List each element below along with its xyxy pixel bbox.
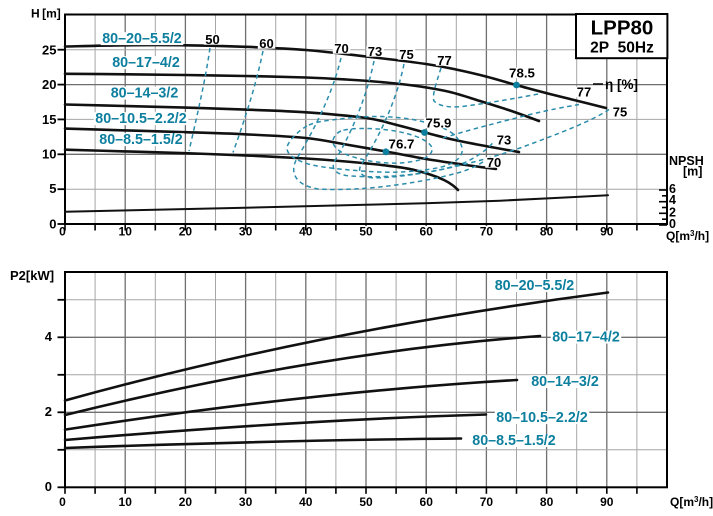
svg-text:[m]: [m] [683, 165, 702, 179]
svg-text:4: 4 [669, 193, 676, 207]
svg-text:80–17–4/2: 80–17–4/2 [552, 330, 620, 346]
svg-text:77: 77 [437, 53, 451, 68]
svg-text:15: 15 [42, 112, 56, 127]
svg-text:2P 50Hz: 2P 50Hz [590, 40, 654, 57]
svg-text:80–20–5.5/2: 80–20–5.5/2 [102, 31, 182, 47]
svg-text:P2[kW]: P2[kW] [10, 268, 54, 283]
svg-text:75: 75 [613, 105, 627, 120]
svg-text:0: 0 [45, 479, 52, 494]
svg-text:80–10.5–2.2/2: 80–10.5–2.2/2 [95, 111, 186, 127]
svg-text:73: 73 [497, 133, 511, 148]
svg-text:4: 4 [45, 329, 53, 344]
svg-text:73: 73 [368, 44, 382, 59]
svg-text:70: 70 [487, 155, 501, 170]
svg-text:80–17–4/2: 80–17–4/2 [112, 55, 180, 71]
svg-text:NPSH: NPSH [669, 154, 704, 168]
svg-text:76.7: 76.7 [389, 137, 415, 152]
svg-text:2: 2 [45, 404, 52, 419]
svg-text:Q[m3/h]: Q[m3/h] [666, 229, 709, 243]
svg-text:20: 20 [179, 495, 193, 509]
svg-text:10: 10 [119, 495, 133, 509]
svg-text:25: 25 [42, 43, 56, 58]
svg-text:80–8.5–1.5/2: 80–8.5–1.5/2 [472, 433, 556, 449]
svg-text:0: 0 [669, 217, 676, 231]
svg-text:H [m]: H [m] [31, 7, 61, 21]
svg-text:40: 40 [299, 495, 313, 509]
svg-text:60: 60 [259, 36, 273, 51]
svg-text:80: 80 [540, 495, 554, 509]
svg-text:77: 77 [577, 85, 591, 100]
svg-text:70: 70 [480, 495, 494, 509]
svg-text:0: 0 [59, 495, 66, 509]
svg-text:5: 5 [49, 181, 56, 196]
svg-text:30: 30 [239, 225, 253, 239]
svg-text:50: 50 [359, 495, 373, 509]
svg-text:70: 70 [334, 41, 348, 56]
svg-text:2: 2 [669, 206, 676, 220]
svg-text:50: 50 [359, 225, 373, 239]
svg-text:90: 90 [600, 225, 614, 239]
svg-text:80–14–3/2: 80–14–3/2 [111, 86, 179, 102]
svg-text:30: 30 [239, 495, 253, 509]
svg-text:10: 10 [119, 225, 133, 239]
svg-text:80–20–5.5/2: 80–20–5.5/2 [495, 278, 575, 294]
svg-text:70: 70 [480, 225, 494, 239]
svg-text:80–10.5–2.2/2: 80–10.5–2.2/2 [496, 410, 587, 426]
svg-text:η [%]: η [%] [605, 77, 638, 92]
svg-text:20: 20 [179, 225, 193, 239]
svg-text:50: 50 [205, 32, 219, 47]
svg-text:40: 40 [299, 225, 313, 239]
svg-text:20: 20 [42, 77, 56, 92]
svg-text:Q[m3/h]: Q[m3/h] [670, 495, 713, 509]
svg-text:0: 0 [59, 225, 66, 239]
svg-text:0: 0 [49, 217, 56, 232]
svg-text:10: 10 [42, 147, 56, 162]
svg-text:80–14–3/2: 80–14–3/2 [531, 374, 599, 390]
svg-text:60: 60 [420, 225, 434, 239]
svg-text:78.5: 78.5 [509, 65, 535, 80]
svg-text:60: 60 [420, 495, 434, 509]
svg-text:LPP80: LPP80 [591, 17, 654, 40]
svg-text:75: 75 [399, 47, 413, 62]
svg-text:75.9: 75.9 [426, 116, 452, 131]
svg-text:90: 90 [600, 495, 614, 509]
svg-text:80–8.5–1.5/2: 80–8.5–1.5/2 [99, 132, 183, 148]
svg-text:6: 6 [669, 182, 676, 196]
svg-text:80: 80 [540, 225, 554, 239]
